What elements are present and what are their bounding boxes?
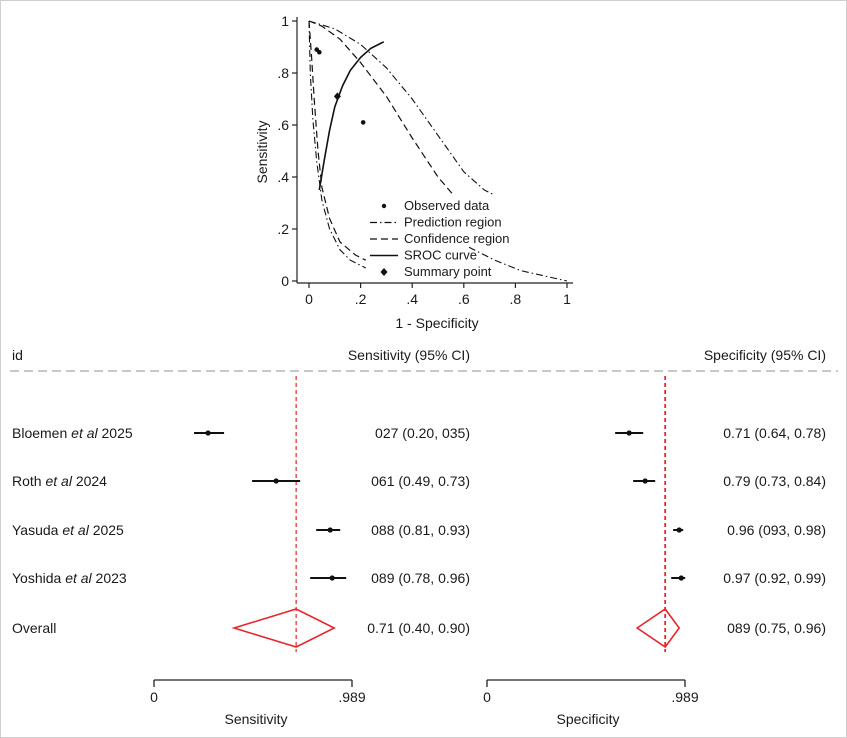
- legend-label: SROC curve: [404, 248, 477, 263]
- confidence-region-boundary: [308, 20, 454, 196]
- sensitivity-point: [327, 527, 333, 533]
- header-id: id: [12, 347, 23, 363]
- legend-label: Confidence region: [404, 231, 510, 246]
- sroc-y-axis-label: Sensitivity: [254, 120, 270, 183]
- sroc-y-tick-label: .2: [277, 221, 289, 237]
- prediction-region-boundary: [468, 246, 568, 282]
- specificity-point: [642, 478, 648, 484]
- sensitivity-estimate-text: 089 (0.78, 0.96): [371, 570, 470, 586]
- sroc-x-axis-label: 1 - Specificity: [395, 315, 478, 331]
- sensitivity-axis-title: Sensitivity: [224, 711, 287, 727]
- study-label: Bloemen et al 2025: [12, 425, 133, 441]
- confidence-region-boundary: [308, 20, 367, 261]
- observed-data-point: [360, 120, 366, 125]
- forest-axes: 0 .989 0 .989: [150, 679, 699, 705]
- sroc-y-tick-label: .8: [277, 65, 289, 81]
- sroc-plot: 0 .2 .4 .6 .8 1 0 .2 .4 .6 .8 1 1 - Specificity Sen…: [254, 13, 573, 331]
- study-label: Roth et al 2024: [12, 473, 107, 489]
- sroc-x-tick-label: .8: [510, 291, 522, 307]
- specificity-point: [676, 527, 682, 533]
- sensitivity-estimate-text: 088 (0.81, 0.93): [371, 522, 470, 538]
- header-sensitivity: Sensitivity (95% CI): [348, 347, 470, 363]
- specificity-estimate-text: 0.71 (0.64, 0.78): [723, 425, 826, 441]
- overall-label: Overall: [12, 620, 56, 636]
- specificity-overall-diamond: [635, 607, 681, 649]
- summary-point-marker: [333, 92, 341, 101]
- sroc-x-tick-label: 0: [305, 291, 313, 307]
- sensitivity-estimate-text: 027 (0.20, 035): [375, 425, 470, 441]
- sensitivity-point: [205, 430, 211, 436]
- prediction-region-boundary: [308, 20, 367, 269]
- legend-summary-point-symbol: [380, 268, 388, 276]
- sensitivity-estimate-text: 061 (0.49, 0.73): [371, 473, 470, 489]
- specificity-axis-tick-label: .989: [671, 689, 698, 705]
- sroc-x-tick-label: .4: [406, 291, 418, 307]
- sensitivity-point: [273, 478, 279, 484]
- specificity-estimate-text: 0.96 (093, 0.98): [727, 522, 826, 538]
- forest-rows: Bloemen et al 2025 027 (0.20, 035) 0.71 (0…: [12, 376, 826, 652]
- sensitivity-overall-text: 0.71 (0.40, 0.90): [367, 620, 470, 636]
- legend-label: Prediction region: [404, 215, 502, 230]
- sensitivity-point: [329, 575, 335, 581]
- specificity-axis-tick-label: 0: [483, 689, 491, 705]
- sroc-x-tick-label: .2: [355, 291, 367, 307]
- specificity-point: [626, 430, 632, 436]
- sroc-regions: [308, 20, 568, 282]
- legend-label: Summary point: [404, 264, 492, 279]
- specificity-overall-text: 089 (0.75, 0.96): [727, 620, 826, 636]
- sensitivity-axis-tick-label: .989: [338, 689, 365, 705]
- study-label: Yasuda et al 2025: [12, 522, 124, 538]
- legend-label: Observed data: [404, 198, 490, 213]
- specificity-estimate-text: 0.97 (0.92, 0.99): [723, 570, 826, 586]
- sroc-axes: 0 .2 .4 .6 .8 1 0 .2 .4 .6 .8 1: [277, 13, 573, 307]
- specificity-axis-title: Specificity: [556, 711, 619, 727]
- sroc-curve: [318, 41, 385, 191]
- study-label: Yoshida et al 2023: [12, 570, 127, 586]
- specificity-estimate-text: 0.79 (0.73, 0.84): [723, 473, 826, 489]
- legend-observed-data-symbol: [381, 203, 387, 209]
- sroc-y-tick-label: .6: [277, 117, 289, 133]
- observed-data-point: [317, 49, 322, 55]
- sensitivity-axis-tick-label: 0: [150, 689, 158, 705]
- sensitivity-overall-diamond: [231, 608, 336, 648]
- sroc-y-tick-label: 1: [281, 13, 289, 29]
- specificity-point: [678, 575, 684, 581]
- sroc-y-tick-label: 0: [281, 273, 289, 289]
- header-specificity: Specificity (95% CI): [704, 347, 826, 363]
- forest-plot: id Sensitivity (95% CI) Specificity (95%…: [10, 347, 838, 727]
- sroc-legend: Observed data Prediction regionConfidence…: [370, 198, 510, 279]
- prediction-region-boundary: [308, 20, 496, 196]
- sroc-x-tick-label: .6: [458, 291, 470, 307]
- sroc-points: [314, 47, 366, 125]
- sroc-y-tick-label: .4: [277, 169, 289, 185]
- sroc-x-tick-label: 1: [563, 291, 571, 307]
